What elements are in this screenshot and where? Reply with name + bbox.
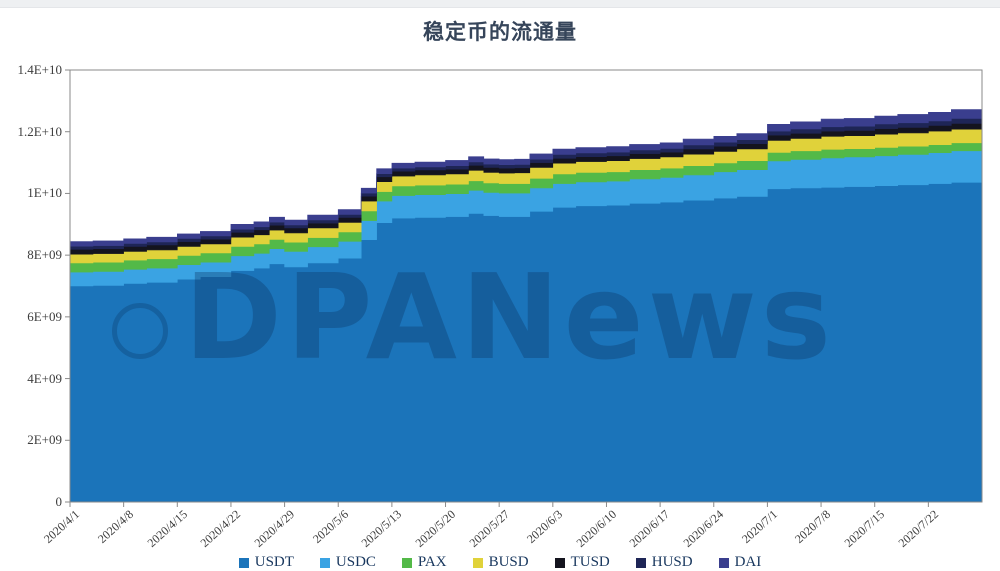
legend-marker [238,557,249,568]
legend-item-usdc: USDC [319,554,376,571]
legend-marker [554,557,565,568]
legend-marker [472,557,483,568]
legend-label: USDT [254,554,294,570]
y-axis-label: 6E+09 [27,308,62,324]
series-area-usdt [69,176,983,503]
legend-item-husd: HUSD [635,554,693,571]
legend-marker [401,557,412,568]
y-axis-label: 1E+10 [27,185,62,201]
legend-label: HUSD [651,554,693,570]
legend-item-pax: PAX [401,554,447,571]
legend-label: TUSD [570,554,610,570]
plot-frame [69,69,983,503]
legend-item-busd: BUSD [472,554,529,571]
chart-title: 稳定币的流通量 [423,20,577,44]
y-axis-label: 8E+09 [27,247,62,263]
chart-legend: USDT USDC PAX BUSD TUSD HUSD DAI [0,554,1000,571]
legend-label: DAI [734,554,762,570]
legend-label: BUSD [488,554,529,570]
legend-item-dai: DAI [718,554,762,571]
legend-item-usdt: USDT [238,554,294,571]
legend-marker [718,557,729,568]
y-axis-label: 2E+09 [27,432,62,448]
y-axis-label: 4E+09 [27,370,62,386]
legend-marker [635,557,646,568]
legend-item-tusd: TUSD [554,554,610,571]
legend-label: USDC [335,554,376,570]
top-strip [0,0,1000,8]
y-axis-label: 1.4E+10 [17,62,62,77]
y-axis-label: 0 [55,494,63,509]
legend-marker [319,557,330,568]
y-axis-label: 1.2E+10 [17,123,62,139]
legend-label: PAX [417,554,447,570]
